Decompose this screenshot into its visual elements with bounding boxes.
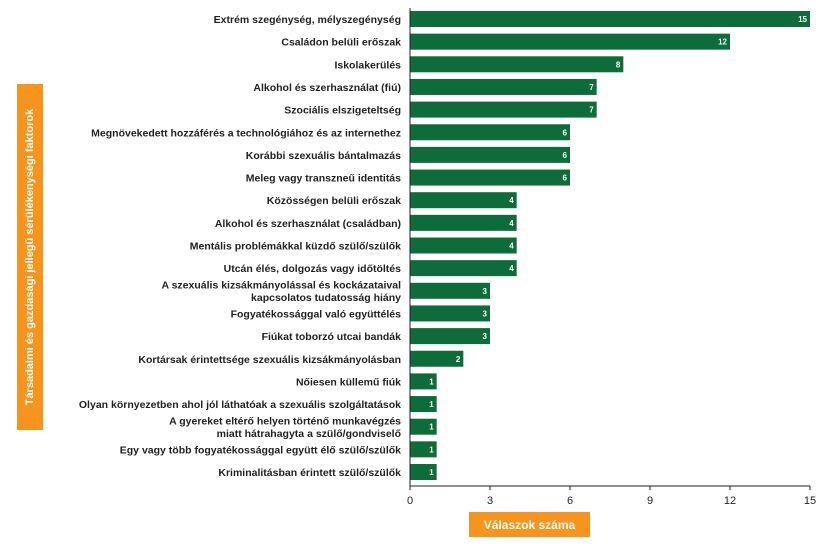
category-label-line: Családon belüli erőszak <box>281 37 401 49</box>
category-label-line: Kortársak érintettsége szexuális kizsákm… <box>138 354 401 366</box>
bar <box>410 11 810 27</box>
bar <box>410 214 517 231</box>
category-label: Korábbi szexuális bántalmazás <box>246 150 401 162</box>
bars-group: 15 12 8 7 7 6 6 6 4 4 4 4 3 3 3 2 1 1 1 1 1 <box>410 11 810 480</box>
bar-value-label: 4 <box>509 219 514 228</box>
bar <box>410 78 597 95</box>
category-label: Egy vagy több fogyatékossággal együtt él… <box>120 444 401 456</box>
category-label: A szexuális kizsákmányolással és kockáza… <box>161 280 401 305</box>
category-label: Nőiesen küllemű fiúk <box>296 376 401 388</box>
bar <box>410 33 730 50</box>
category-label-line: kapcsolatos tudatosság hiány <box>251 292 401 304</box>
bar-value-label: 6 <box>563 174 568 183</box>
x-tick-label: 0 <box>407 495 413 507</box>
bar <box>410 124 570 141</box>
x-tick-label: 3 <box>487 495 493 507</box>
category-label-line: Meleg vagy transzneű identitás <box>246 173 401 185</box>
bar-value-label: 12 <box>718 38 727 47</box>
bar-value-label: 1 <box>429 445 434 454</box>
bar <box>410 396 437 413</box>
category-label-line: Kriminalitásban érintett szülő/szülők <box>218 467 401 479</box>
bar <box>410 101 597 118</box>
bar <box>410 56 624 73</box>
bar-value-label: 3 <box>483 287 488 296</box>
category-label-line: Nőiesen küllemű fiúk <box>296 376 401 388</box>
category-label-line: Alkohol és szerhasználat (fiú) <box>253 82 401 94</box>
category-label: Kortársak érintettsége szexuális kizsákm… <box>138 354 401 366</box>
bar-value-label: 4 <box>509 196 514 205</box>
bar-value-label: 7 <box>589 106 594 115</box>
category-label: Olyan környezetben ahol jól láthatóak a … <box>79 399 401 411</box>
category-label-line: A gyereket eltérő helyen történő munkavé… <box>169 415 401 427</box>
category-label: Megnövekedett hozzáférés a technológiáho… <box>91 127 401 139</box>
bar <box>410 305 490 322</box>
category-label-line: Utcán élés, dolgozás vagy időtöltés <box>224 263 402 275</box>
bar <box>410 192 517 209</box>
bar-value-label: 1 <box>429 423 434 432</box>
category-label: Fogyatékossággal való együttélés <box>231 308 402 320</box>
x-axis-title: Válaszok száma <box>469 512 590 537</box>
bar-value-label: 3 <box>483 332 488 341</box>
category-label-line: A szexuális kizsákmányolással és kockáza… <box>161 280 401 292</box>
category-label: Kriminalitásban érintett szülő/szülők <box>218 467 401 479</box>
category-label: Utcán élés, dolgozás vagy időtöltés <box>224 263 402 275</box>
category-label-line: miatt hátrahagyta a szülő/gondviselő <box>217 428 401 440</box>
category-label: Közösségen belüli erőszak <box>267 195 401 207</box>
category-label: Alkohol és szerhasználat (fiú) <box>253 82 401 94</box>
category-label-line: Szociális elszigeteltség <box>284 105 401 117</box>
bar <box>410 169 570 186</box>
bar-value-label: 1 <box>429 400 434 409</box>
category-label-line: Iskolakerülés <box>334 59 401 71</box>
bar-value-label: 6 <box>563 151 568 160</box>
bar <box>410 350 464 367</box>
category-label-line: Korábbi szexuális bántalmazás <box>246 150 401 162</box>
x-tick-label: 12 <box>724 495 736 507</box>
bar <box>410 464 437 480</box>
bar-value-label: 8 <box>616 60 621 69</box>
category-label: A gyereket eltérő helyen történő munkavé… <box>169 415 401 440</box>
category-label-line: Fiúkat toborzó utcai bandák <box>262 331 402 343</box>
bar <box>410 260 517 277</box>
category-label: Meleg vagy transzneű identitás <box>246 173 401 185</box>
bar <box>410 373 437 390</box>
category-label-line: Alkohol és szerhasználat (családban) <box>215 218 401 230</box>
bar <box>410 441 437 458</box>
category-label-line: Fogyatékossággal való együttélés <box>231 308 402 320</box>
category-label-line: Közösségen belüli erőszak <box>267 195 401 207</box>
bar <box>410 328 490 345</box>
category-label: Iskolakerülés <box>334 59 401 71</box>
bar-value-label: 3 <box>483 309 488 318</box>
x-axis: 0 3 6 9 12 15 <box>407 8 816 507</box>
category-label-line: Extrém szegénység, mélyszegénység <box>214 14 401 26</box>
category-label: Fiúkat toborzó utcai bandák <box>262 331 402 343</box>
x-tick-label: 6 <box>567 495 573 507</box>
bar-value-label: 7 <box>589 83 594 92</box>
y-axis-title-box <box>17 84 43 430</box>
category-label: Szociális elszigeteltség <box>284 105 401 117</box>
bar-value-label: 6 <box>563 128 568 137</box>
category-label: Extrém szegénység, mélyszegénység <box>214 14 401 26</box>
x-tick-label: 9 <box>647 495 653 507</box>
category-label-line: Egy vagy több fogyatékossággal együtt él… <box>120 444 401 456</box>
category-label-line: Mentális problémákkal küzdő szülő/szülők <box>190 241 401 253</box>
category-label: Mentális problémákkal küzdő szülő/szülők <box>190 241 401 253</box>
category-label-line: Olyan környezetben ahol jól láthatóak a … <box>79 399 401 411</box>
category-label: Családon belüli erőszak <box>281 37 401 49</box>
bar-value-label: 1 <box>429 468 434 477</box>
bar <box>410 146 570 163</box>
bar <box>410 282 490 299</box>
x-tick-label: 15 <box>804 495 816 507</box>
bar-value-label: 15 <box>798 15 807 24</box>
bar <box>410 237 517 254</box>
category-labels-group: Extrém szegénység, mélyszegénység Családo… <box>79 14 401 479</box>
bar-value-label: 1 <box>429 377 434 386</box>
category-label: Alkohol és szerhasználat (családban) <box>215 218 401 230</box>
bar-value-label: 4 <box>509 264 514 273</box>
bar <box>410 418 437 435</box>
bar-value-label: 2 <box>456 355 461 364</box>
bar-value-label: 4 <box>509 242 514 251</box>
category-label-line: Megnövekedett hozzáférés a technológiáho… <box>91 127 401 139</box>
